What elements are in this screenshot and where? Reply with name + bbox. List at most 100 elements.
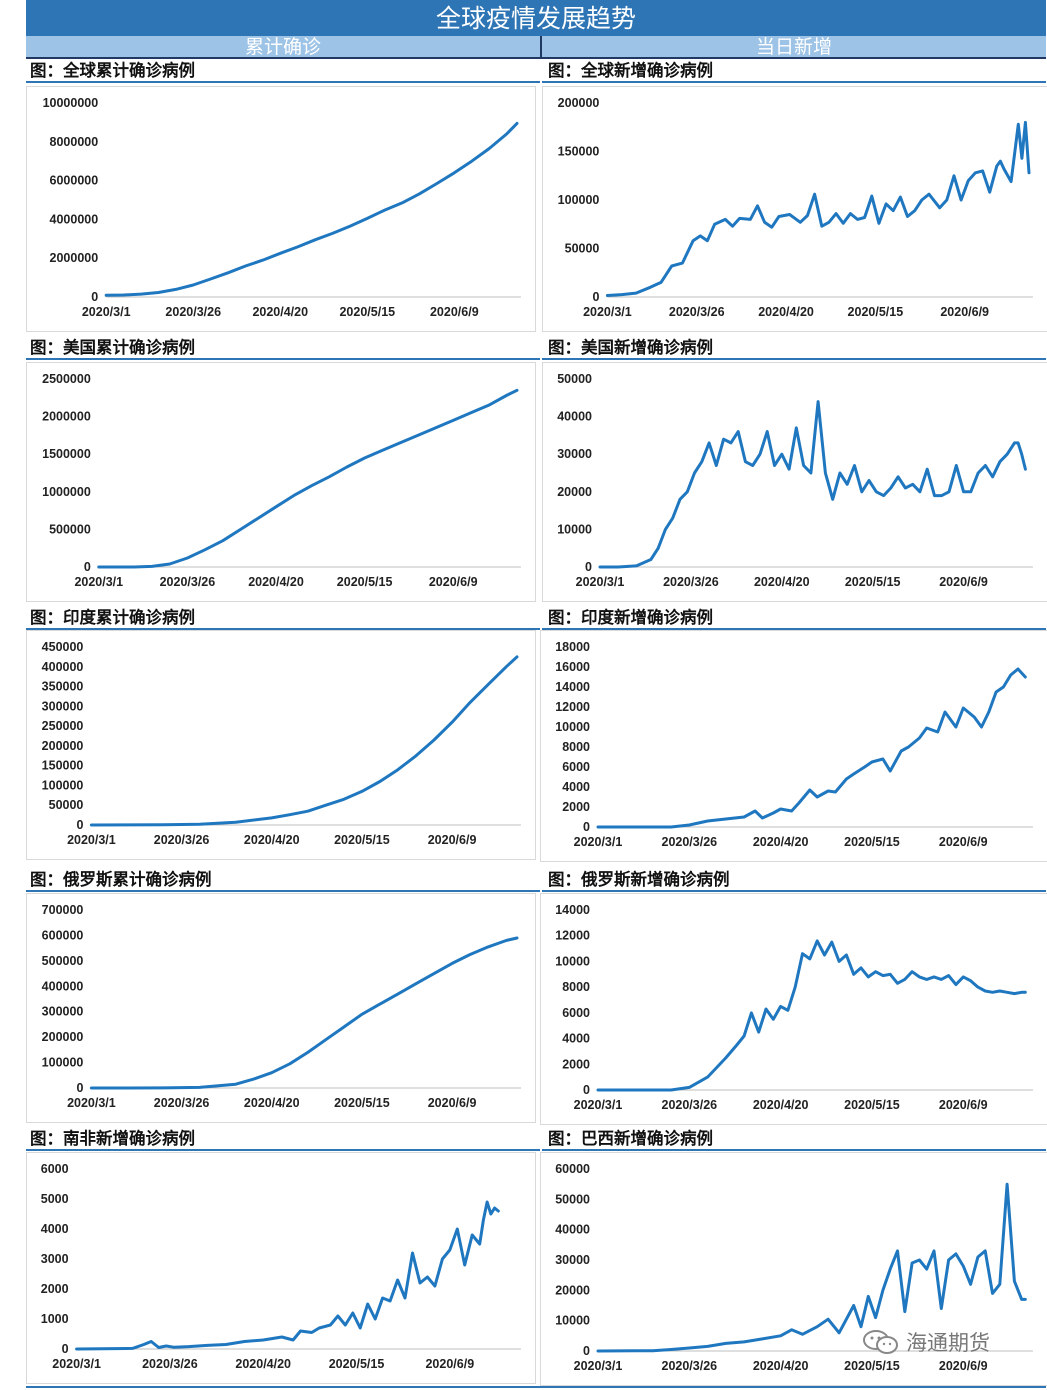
y-tick-label: 8000 (562, 740, 590, 754)
y-tick-label: 60000 (555, 1162, 590, 1176)
chart-brazil-daily: 0 10000 20000 30000 40000 50000 60000 2020/3/1 2… (540, 1152, 1047, 1386)
y-tick-label: 0 (585, 560, 592, 574)
y-tick-label: 12000 (555, 700, 590, 714)
y-tick-label: 10000 (555, 954, 590, 968)
y-tick-label: 2500000 (42, 372, 91, 386)
y-tick-label: 500000 (42, 954, 84, 968)
y-tick-label: 4000 (41, 1222, 69, 1236)
x-tick-label: 2020/6/9 (939, 1098, 988, 1112)
chart-russia-cumulative: 0 100000 200000 300000 400000 500000 600000 700… (26, 893, 536, 1123)
y-tick-label: 150000 (42, 759, 84, 773)
x-tick-label: 2020/6/9 (429, 575, 478, 589)
y-tick-label: 2000 (41, 1282, 69, 1296)
x-tick-label: 2020/3/26 (165, 305, 221, 319)
chart-title-us-daily: 图：美国新增确诊病例 (548, 338, 713, 357)
x-tick-label: 2020/3/26 (662, 835, 718, 849)
y-tick-label: 1000000 (42, 485, 91, 499)
series-line (104, 121, 519, 297)
y-tick-label: 0 (62, 1342, 69, 1356)
header-divider (540, 36, 542, 58)
chart-title-rule (26, 358, 540, 360)
x-tick-label: 2020/4/20 (753, 1098, 809, 1112)
chart-title-global-cumulative: 图：全球累计确诊病例 (30, 61, 195, 80)
series-line (89, 655, 519, 827)
chart-svg: 0 50000 100000 150000 200000 250000 300000 3500… (42, 640, 521, 847)
series-line (596, 667, 1027, 829)
chart-india-cumulative: 0 50000 100000 150000 200000 250000 300000 3500… (26, 630, 536, 860)
chart-title-rule (26, 1149, 540, 1151)
y-tick-label: 250000 (42, 719, 84, 733)
y-tick-label: 20000 (557, 485, 592, 499)
y-tick-label: 500000 (49, 522, 91, 536)
x-tick-label: 2020/3/1 (574, 1098, 623, 1112)
y-tick-label: 0 (76, 1081, 83, 1095)
y-tick-label: 10000000 (43, 96, 99, 110)
y-tick-label: 300000 (42, 1005, 84, 1019)
y-tick-label: 50000 (555, 1192, 590, 1206)
y-tick-label: 6000 (41, 1162, 69, 1176)
x-tick-label: 2020/6/9 (939, 575, 988, 589)
y-tick-label: 50000 (557, 372, 592, 386)
y-tick-label: 6000 (562, 760, 590, 774)
y-tick-label: 2000000 (42, 410, 91, 424)
y-tick-label: 20000 (555, 1283, 590, 1297)
y-tick-label: 100000 (42, 1056, 84, 1070)
page-title: 全球疫情发展趋势 (26, 0, 1046, 36)
y-tick-label: 12000 (555, 929, 590, 943)
chart-title-rule (26, 81, 540, 83)
chart-title-rule (542, 890, 1046, 892)
chart-svg: 0 2000000 4000000 6000000 8000000 10000000 202… (43, 96, 521, 319)
x-tick-label: 2020/3/26 (669, 305, 725, 319)
chart-svg: 0 500000 1000000 1500000 2000000 2500000 2020/… (42, 372, 521, 589)
y-tick-label: 0 (76, 818, 83, 832)
chart-title-india-cumulative: 图：印度累计确诊病例 (30, 608, 195, 627)
x-tick-label: 2020/3/1 (52, 1357, 101, 1371)
y-tick-label: 100000 (42, 778, 84, 792)
y-tick-label: 10000 (555, 1314, 590, 1328)
series-line (75, 1200, 500, 1351)
y-tick-label: 50000 (565, 242, 600, 256)
section-header-cumulative: 累计确诊 (26, 36, 540, 58)
x-tick-label: 2020/3/1 (574, 835, 623, 849)
series-line (596, 939, 1027, 1092)
watermark-text: 海通期货 (906, 1331, 990, 1355)
chart-us-cumulative: 0 500000 1000000 1500000 2000000 2500000 2020/… (26, 362, 536, 602)
series-line (598, 400, 1027, 569)
y-tick-label: 4000000 (50, 212, 99, 226)
y-tick-label: 8000 (562, 980, 590, 994)
chart-svg: 0 100000 200000 300000 400000 500000 600000 700… (42, 903, 521, 1110)
x-tick-label: 2020/5/15 (845, 575, 901, 589)
x-tick-label: 2020/6/9 (939, 835, 988, 849)
x-tick-label: 2020/6/9 (425, 1357, 474, 1371)
chart-russia-daily: 0 2000 4000 6000 8000 10000 12000 14000 2020/3/1… (540, 893, 1047, 1125)
y-tick-label: 1000 (41, 1312, 69, 1326)
x-tick-label: 2020/3/26 (663, 575, 719, 589)
y-tick-label: 2000 (562, 1057, 590, 1071)
y-tick-label: 4000 (562, 780, 590, 794)
y-tick-label: 0 (583, 820, 590, 834)
chart-svg: 0 50000 100000 150000 200000 2020/3/1 2020/3/2… (558, 96, 1033, 319)
y-tick-label: 300000 (42, 699, 84, 713)
chart-title-rule (542, 628, 1046, 630)
y-tick-label: 8000000 (50, 135, 99, 149)
x-tick-label: 2020/3/1 (576, 575, 625, 589)
y-tick-label: 10000 (557, 522, 592, 536)
chart-svg: 0 2000 4000 6000 8000 10000 12000 14000 16000 180… (555, 640, 1033, 849)
x-tick-label: 2020/3/1 (574, 1359, 623, 1373)
y-tick-label: 200000 (42, 1030, 84, 1044)
y-tick-label: 0 (583, 1083, 590, 1097)
section-header-daily: 当日新增 (542, 36, 1046, 58)
y-tick-label: 18000 (555, 640, 590, 654)
chart-title-rule (542, 1149, 1046, 1151)
chart-title-rule (26, 890, 540, 892)
y-tick-label: 4000 (562, 1032, 590, 1046)
chart-svg: 0 1000 2000 3000 4000 5000 6000 2020/3/1 2020/3/… (41, 1162, 521, 1371)
chart-title-russia-cumulative: 图：俄罗斯累计确诊病例 (30, 870, 212, 889)
chart-india-daily: 0 2000 4000 6000 8000 10000 12000 14000 16000 180… (540, 630, 1047, 862)
x-tick-label: 2020/3/26 (662, 1098, 718, 1112)
x-tick-label: 2020/3/26 (142, 1357, 198, 1371)
x-tick-label: 2020/4/20 (252, 305, 308, 319)
y-tick-label: 40000 (557, 410, 592, 424)
y-tick-label: 200000 (558, 96, 600, 110)
y-tick-label: 3000 (41, 1252, 69, 1266)
